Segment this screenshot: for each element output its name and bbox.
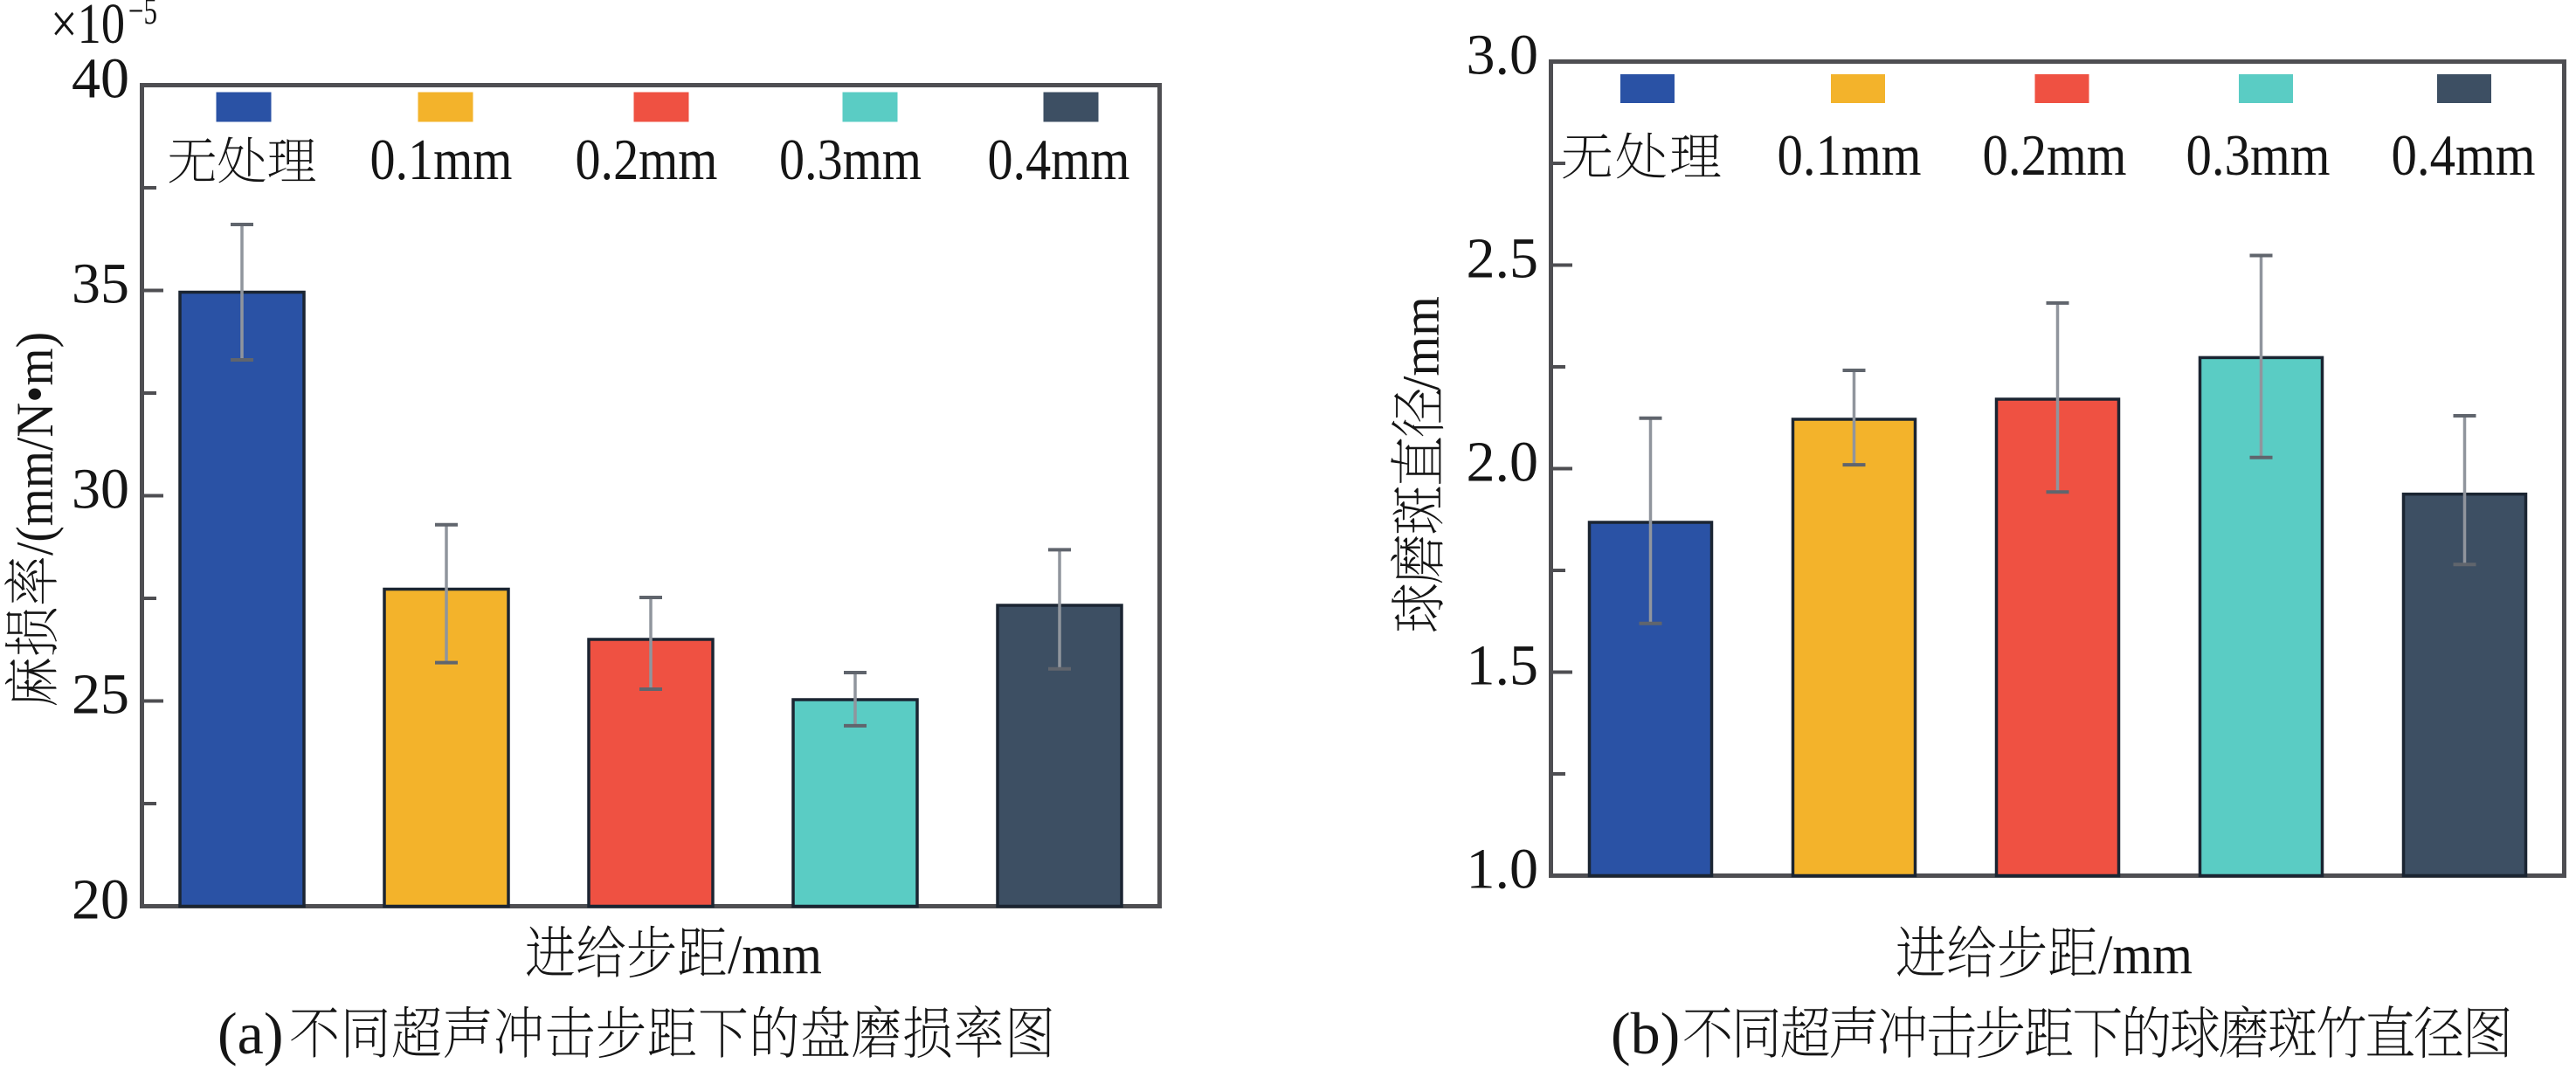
svg-text:0.1mm: 0.1mm — [1778, 123, 1922, 188]
svg-text:2.0: 2.0 — [1467, 431, 1539, 494]
svg-text:/mm: /mm — [1392, 296, 1450, 390]
svg-text:(a): (a) — [218, 1000, 283, 1067]
svg-text:1.5: 1.5 — [1467, 634, 1539, 698]
svg-text:−5: −5 — [128, 0, 157, 32]
svg-text:×10: ×10 — [51, 0, 125, 56]
svg-text:0.4mm: 0.4mm — [2392, 123, 2536, 188]
svg-text:(b): (b) — [1611, 1000, 1680, 1067]
svg-text:2.5: 2.5 — [1467, 227, 1539, 291]
svg-text:0.2mm: 0.2mm — [576, 128, 718, 192]
svg-text:35: 35 — [72, 252, 129, 316]
svg-text:40: 40 — [72, 47, 129, 111]
svg-text:0.3mm: 0.3mm — [779, 128, 922, 192]
svg-text:20: 20 — [72, 868, 129, 932]
svg-text:3.0: 3.0 — [1467, 24, 1539, 87]
svg-text:/mm: /mm — [728, 923, 822, 985]
svg-text:0.4mm: 0.4mm — [988, 128, 1130, 192]
svg-text:1.0: 1.0 — [1467, 838, 1539, 901]
svg-text:25: 25 — [72, 663, 129, 727]
svg-text:0.3mm: 0.3mm — [2186, 123, 2331, 188]
svg-text:/mm: /mm — [2098, 923, 2193, 985]
svg-text:30: 30 — [72, 458, 129, 521]
svg-text:0.1mm: 0.1mm — [370, 128, 513, 192]
svg-text:0.2mm: 0.2mm — [1983, 123, 2127, 188]
svg-text:/(mm/N•m): /(mm/N•m) — [6, 332, 64, 556]
